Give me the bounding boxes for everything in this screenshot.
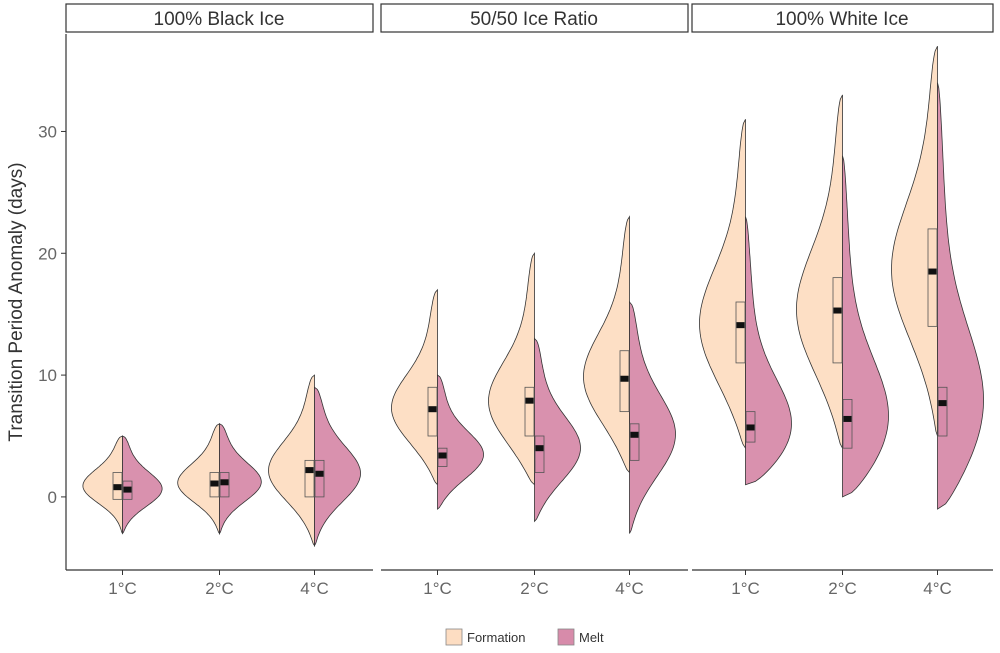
violin-melt <box>842 155 889 498</box>
y-tick-label: 20 <box>38 244 57 263</box>
melt-median <box>123 486 132 493</box>
melt-median <box>746 424 755 431</box>
legend-label-formation: Formation <box>467 630 526 645</box>
formation-box <box>735 301 746 364</box>
violin-layer <box>391 215 676 534</box>
formation-median <box>620 375 629 382</box>
panel-white-ice: 100% White Ice <box>691 3 994 510</box>
violin-group <box>891 46 984 510</box>
melt-box <box>842 399 853 449</box>
x-tick-label: 2°C <box>520 579 549 598</box>
panel-title: 50/50 Ice Ratio <box>470 9 598 30</box>
legend-key-melt <box>557 628 575 646</box>
x-tick-label: 4°C <box>615 579 644 598</box>
formation-median <box>736 322 745 329</box>
melt-box <box>314 459 325 498</box>
formation-median <box>525 397 534 404</box>
melt-median <box>535 445 544 452</box>
panel-strip <box>65 3 374 33</box>
violin-formation <box>177 423 220 535</box>
violin-melt <box>219 423 262 535</box>
y-tick-label: 0 <box>48 488 57 507</box>
x-axes: 1°C 2°C 4°C 1°C 2°C 4°C 1°C 2°C 4°C <box>66 569 993 598</box>
violin-melt <box>745 216 792 486</box>
melt-median <box>220 479 229 486</box>
x-tick-label: 1°C <box>731 579 760 598</box>
violin-melt <box>437 374 484 510</box>
x-tick-label: 4°C <box>923 579 952 598</box>
formation-median <box>113 484 122 491</box>
violin-formation <box>82 435 123 534</box>
violin-formation <box>891 46 938 437</box>
panel-strip <box>380 3 689 33</box>
violin-formation <box>583 215 630 474</box>
panel-title: 100% White Ice <box>775 9 908 30</box>
panel-strip <box>691 3 994 33</box>
x-tick-label: 1°C <box>108 579 137 598</box>
formation-median <box>210 480 219 487</box>
violin-formation <box>699 119 746 450</box>
formation-box <box>304 459 315 498</box>
violin-melt <box>122 435 163 535</box>
melt-median <box>843 415 852 422</box>
violin-layer <box>82 374 361 548</box>
violin-melt <box>937 82 984 510</box>
formation-box <box>927 228 938 327</box>
panel-title: 100% Black Ice <box>154 9 285 30</box>
formation-box <box>832 277 843 364</box>
melt-box <box>937 386 948 437</box>
violin-group <box>583 215 676 534</box>
violin-melt <box>629 300 676 534</box>
violin-group <box>391 288 484 510</box>
violin-formation <box>391 288 438 486</box>
violin-group <box>796 94 889 498</box>
panel-ice-ratio: 50/50 Ice Ratio <box>380 3 689 534</box>
violin-melt <box>534 337 581 523</box>
legend-key-formation <box>445 628 463 646</box>
violin-layer <box>699 46 984 510</box>
melt-median <box>438 452 447 459</box>
violin-melt <box>314 386 361 548</box>
y-tick-label: 10 <box>38 366 57 385</box>
violin-formation <box>268 374 315 547</box>
formation-median <box>428 406 437 413</box>
formation-median <box>928 268 937 275</box>
violin-formation <box>488 252 535 486</box>
melt-median <box>938 400 947 407</box>
x-tick-label: 2°C <box>828 579 857 598</box>
x-tick-label: 2°C <box>205 579 234 598</box>
formation-median <box>833 307 842 314</box>
melt-box <box>629 423 640 461</box>
violin-group <box>177 423 262 535</box>
formation-median <box>305 467 314 474</box>
legend-label-melt: Melt <box>579 630 604 645</box>
violin-group <box>268 374 361 548</box>
y-axis-title: Transition Period Anomaly (days) <box>6 162 27 441</box>
legend: Formation Melt <box>445 628 604 646</box>
x-tick-label: 1°C <box>423 579 452 598</box>
violin-group <box>488 252 581 523</box>
melt-median <box>315 470 324 477</box>
melt-median <box>630 431 639 438</box>
violin-group <box>699 119 792 486</box>
formation-box <box>524 386 535 437</box>
violin-formation <box>796 94 843 449</box>
melt-box <box>534 435 545 473</box>
panel-black-ice: 100% Black Ice <box>65 3 374 548</box>
x-tick-label: 4°C <box>300 579 329 598</box>
violin-group <box>82 435 163 535</box>
y-tick-label: 30 <box>38 122 57 141</box>
y-axis: 0 10 20 30 <box>38 34 67 570</box>
